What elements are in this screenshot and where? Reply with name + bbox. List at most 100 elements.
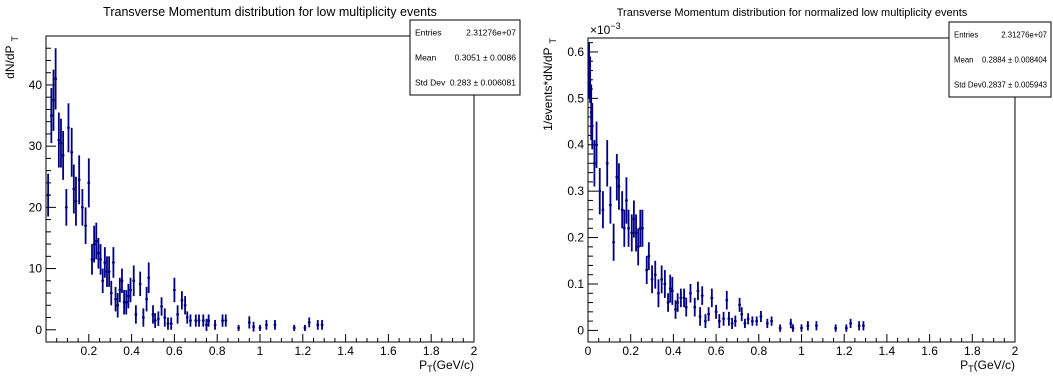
data-point	[759, 310, 763, 323]
data-point	[221, 314, 224, 327]
data-point	[765, 318, 769, 329]
point-marker	[320, 323, 324, 327]
y-axis-label: 1/events*dN/dP T	[541, 38, 558, 131]
data-point	[770, 316, 774, 326]
point-marker	[169, 322, 173, 326]
point-marker	[147, 276, 151, 280]
stats-label: Std Dev	[954, 81, 982, 90]
x-tick-label: 0.2	[80, 344, 97, 358]
point-marker	[194, 319, 198, 322]
data-point	[94, 222, 98, 260]
point-marker	[54, 77, 58, 81]
data-point	[717, 314, 721, 329]
point-marker	[316, 323, 320, 327]
x-axis-label-unit: (GeV/c)	[974, 358, 1015, 372]
x-tick-label: 0.2	[622, 344, 639, 358]
x-axis-label-unit: (GeV/c)	[433, 358, 474, 372]
point-marker	[114, 297, 117, 301]
data-point	[107, 256, 111, 287]
x-tick-label: 1.6	[921, 344, 938, 358]
point-marker	[634, 231, 638, 235]
data-point	[49, 88, 53, 144]
data-point	[704, 314, 707, 329]
point-marker	[156, 317, 160, 321]
x-tick-label: 0.4	[123, 344, 140, 358]
data-point	[684, 297, 688, 317]
y-axis-exponent-base: ×10	[590, 23, 611, 37]
stats-box: Entries 2.31276e+07 Mean 0.3051 ± 0.0086 Std…	[409, 19, 521, 96]
stats-value: 0.283 ± 0.006081	[450, 78, 516, 88]
data-point	[740, 307, 744, 322]
y-tick-label: 0.1	[567, 277, 584, 291]
point-marker	[112, 261, 115, 264]
stats-label: Std Dev	[415, 78, 446, 88]
data-point	[265, 319, 268, 330]
point-marker	[221, 319, 224, 322]
point-marker	[134, 313, 138, 316]
data-point	[213, 319, 217, 330]
point-marker	[682, 296, 686, 300]
point-marker	[617, 185, 621, 188]
data-point	[707, 307, 711, 322]
point-marker	[733, 319, 737, 323]
y-tick-label: 0	[35, 323, 42, 337]
data-point	[666, 293, 670, 312]
point-marker	[145, 297, 148, 301]
data-point	[727, 311, 731, 326]
point-marker	[650, 277, 654, 281]
point-marker	[77, 178, 81, 182]
data-point	[163, 308, 167, 327]
point-marker	[185, 316, 189, 319]
x-tick-label: 1	[798, 344, 805, 358]
data-point	[141, 308, 145, 327]
data-point	[834, 324, 838, 332]
data-point	[800, 324, 803, 332]
point-marker	[755, 319, 759, 323]
data-point	[46, 173, 50, 217]
data-point	[750, 316, 754, 326]
data-point	[791, 324, 795, 332]
point-marker	[605, 161, 609, 165]
data-point	[59, 118, 63, 168]
point-marker	[61, 153, 65, 157]
point-marker	[109, 291, 113, 295]
data-point	[77, 155, 81, 205]
x-tick-label: 0.8	[209, 344, 226, 358]
point-marker	[727, 317, 731, 321]
point-marker	[70, 150, 74, 154]
point-marker	[714, 310, 718, 314]
point-marker	[670, 289, 674, 293]
stats-label: Mean	[954, 56, 974, 65]
point-marker	[52, 98, 55, 102]
data-point	[166, 317, 170, 330]
x-tick-label: 1	[257, 344, 264, 358]
point-marker	[84, 224, 87, 228]
point-marker	[224, 319, 228, 322]
data-point	[789, 318, 793, 329]
point-marker	[122, 300, 126, 304]
point-marker	[674, 308, 677, 311]
data-point	[620, 191, 624, 229]
data-point	[138, 271, 142, 297]
data-point	[97, 237, 100, 269]
point-marker	[834, 326, 838, 330]
data-point	[74, 176, 78, 226]
point-marker	[59, 141, 63, 145]
y-tick-label: 0.3	[567, 184, 584, 198]
right-chart: Transverse Momentum distribution for nor…	[541, 7, 1052, 374]
data-point	[122, 289, 126, 315]
data-point	[593, 140, 596, 187]
point-marker	[647, 254, 651, 258]
point-marker	[105, 270, 109, 274]
point-marker	[857, 324, 861, 328]
data-point	[746, 313, 750, 325]
y-tick-label: 0.2	[567, 231, 584, 245]
data-point	[862, 321, 865, 331]
y-axis-exponent-power: −3	[610, 21, 620, 31]
point-marker	[630, 231, 634, 235]
point-marker	[641, 226, 644, 230]
data-point	[743, 318, 747, 329]
data-point	[778, 324, 782, 332]
data-point	[124, 289, 128, 315]
point-marker	[138, 282, 142, 286]
